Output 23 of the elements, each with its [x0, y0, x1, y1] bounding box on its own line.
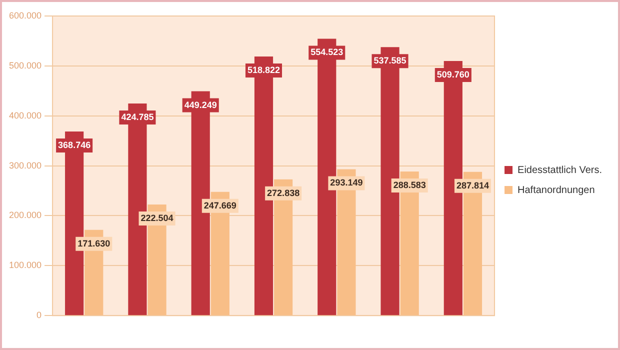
y-tick-label: 0: [36, 310, 42, 320]
data-label: 222.504: [140, 212, 174, 223]
data-label: 171.630: [78, 238, 110, 248]
y-tick-label: 500.000: [8, 60, 42, 70]
y-tick-label: 200.000: [8, 210, 42, 220]
legend-label: Haftanordnungen: [518, 184, 595, 196]
data-label: 449.249: [184, 100, 217, 110]
data-label: 518.822: [247, 65, 280, 76]
data-label: 424.785: [121, 112, 154, 122]
data-label: 509.760: [436, 70, 470, 80]
y-tick-label: 100.000: [8, 260, 42, 270]
data-label: 537.585: [374, 56, 406, 66]
data-label: 293.149: [330, 178, 363, 188]
data-label: 287.814: [456, 180, 490, 190]
y-tick-label: 600.000: [8, 10, 42, 20]
data-label: 368.746: [58, 140, 91, 150]
data-label: 288.583: [393, 180, 426, 190]
data-label: 247.669: [204, 200, 236, 210]
data-label: 272.838: [267, 188, 300, 198]
data-label: 554.523: [310, 47, 344, 58]
y-tick-label: 300.000: [8, 160, 42, 170]
y-tick-label: 400.000: [8, 110, 42, 120]
legend-label: Eidesstattlich Vers.: [518, 164, 602, 176]
